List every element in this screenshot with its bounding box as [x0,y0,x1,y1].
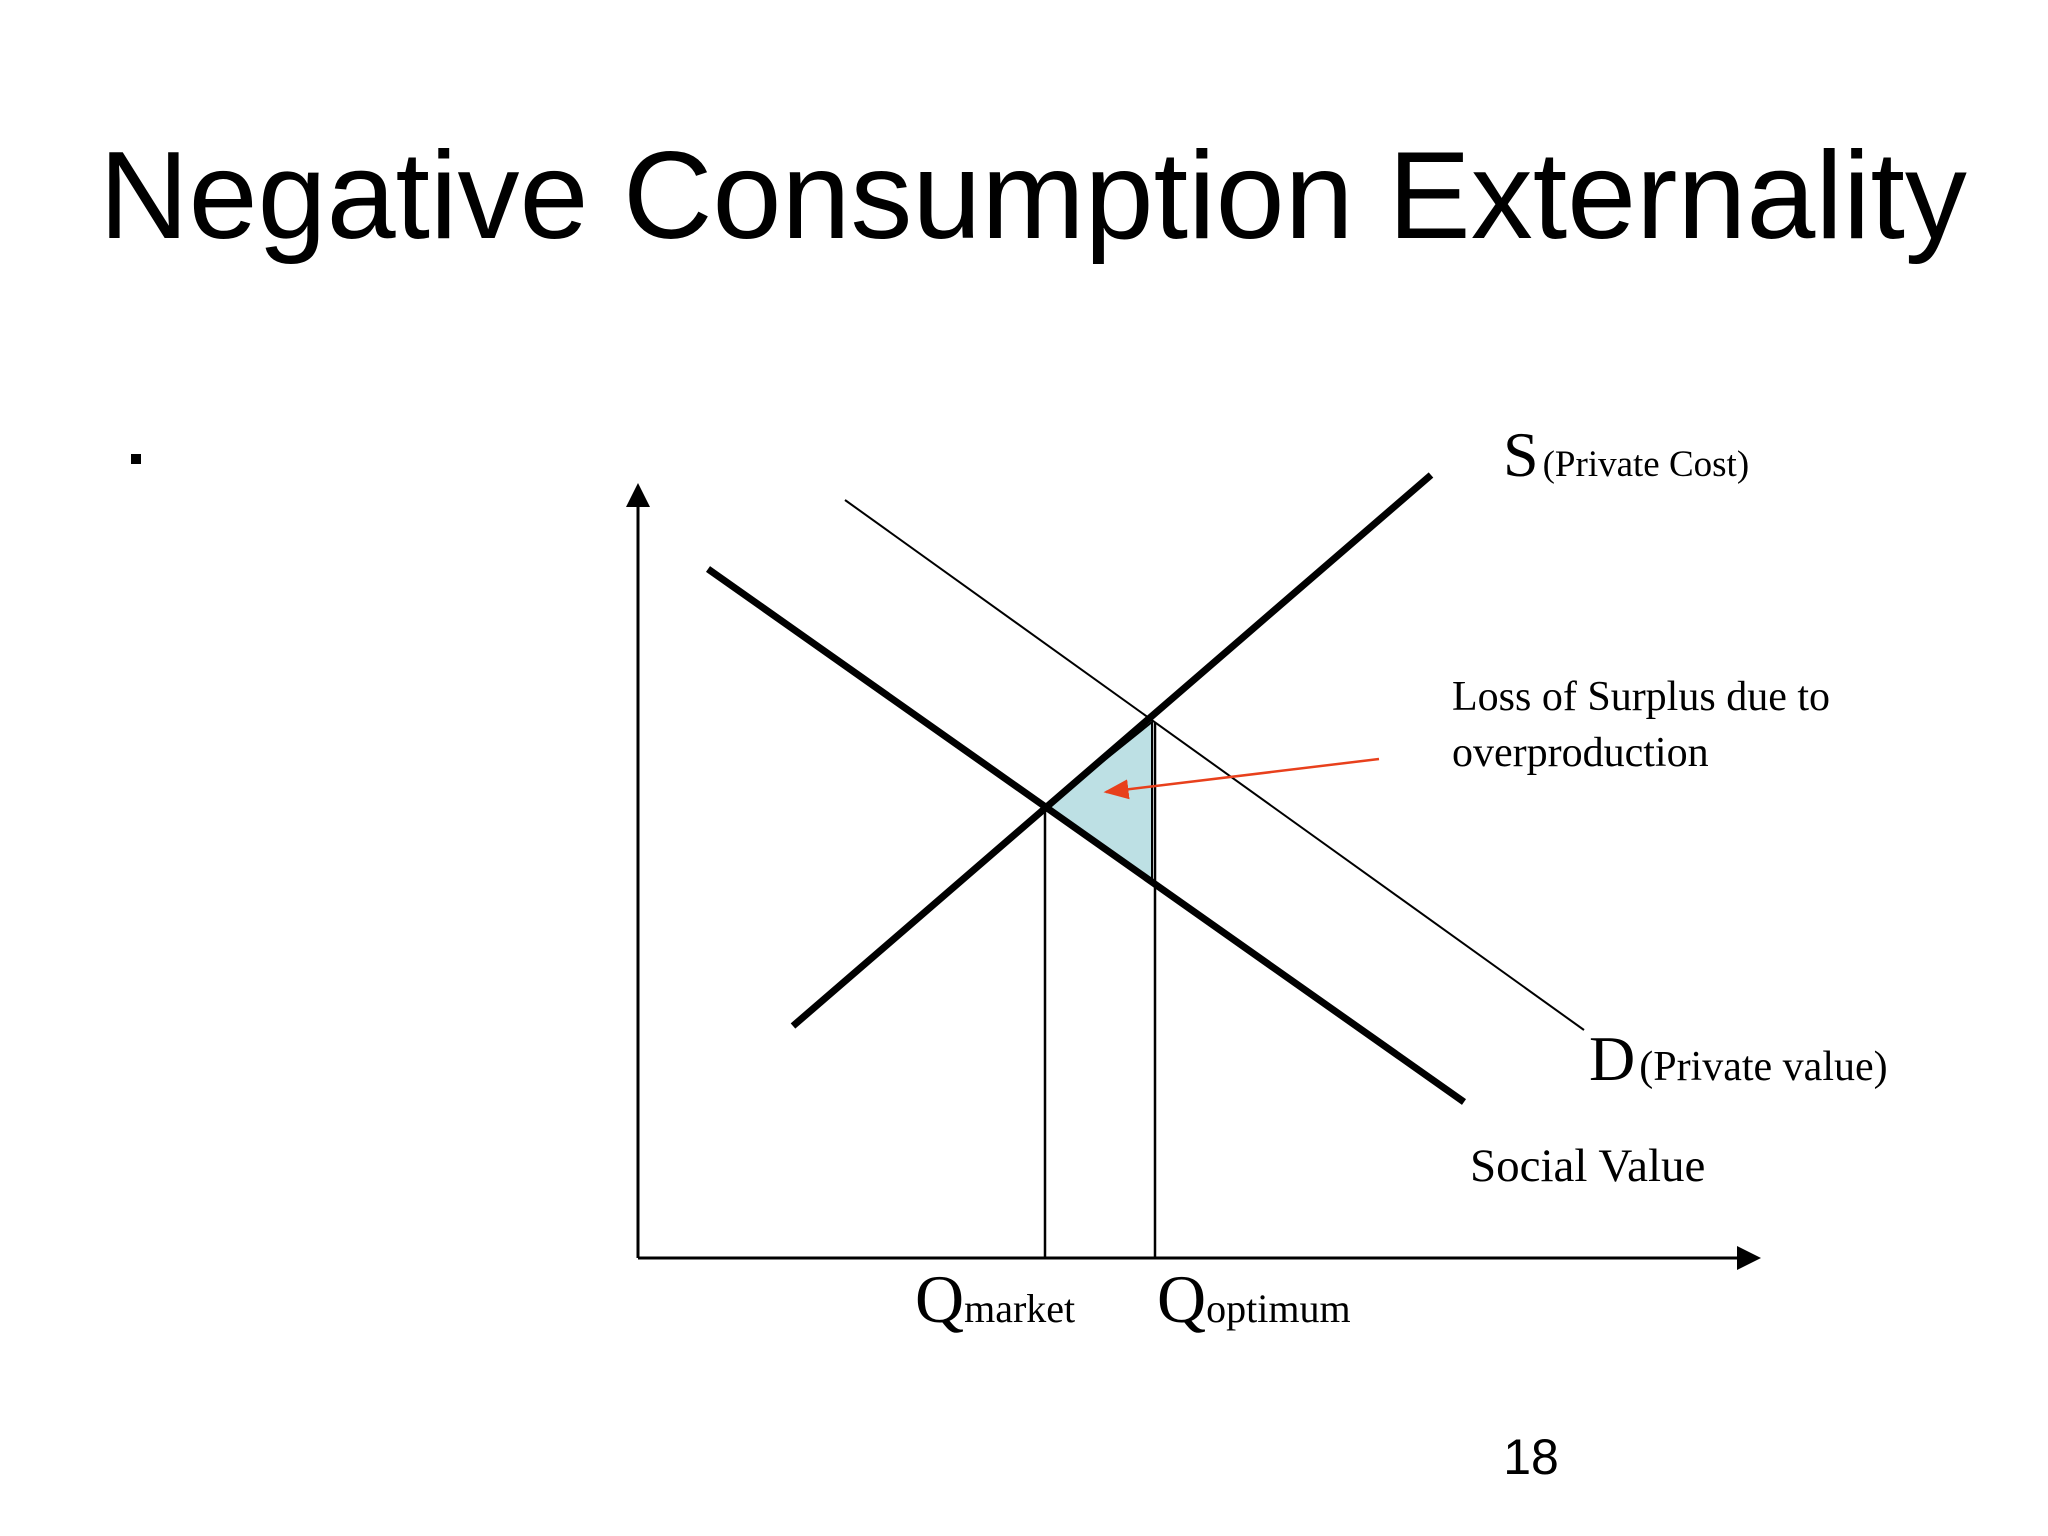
q-letter: Q [1157,1261,1206,1337]
supply-note: (Private Cost) [1543,444,1750,485]
bullet [131,454,141,464]
annotation-line: overproduction [1452,730,1709,776]
q-subscript: optimum [1206,1286,1350,1331]
q-optimum-label: Qoptimum [1157,1261,1351,1337]
annotation-arrow [1103,757,1380,800]
demand-letter: D [1589,1023,1635,1094]
private-demand-curve [844,499,1585,1031]
annotation-line: Loss of Surplus due to [1452,674,1830,720]
supply-curve [790,472,1434,1029]
q-letter: Q [915,1261,964,1337]
social-value-label: Social Value [1470,1140,1705,1192]
demand-label: D (Private value) [1589,1023,1888,1094]
page-number: 18 [1503,1429,1559,1485]
title: Negative Consumption Externality [99,127,1967,265]
q-subscript: market [964,1286,1075,1331]
supply-letter: S [1503,419,1539,490]
social-value-curve [705,566,1467,1105]
demand-note: (Private value) [1639,1044,1887,1090]
supply-label: S (Private Cost) [1503,419,1749,490]
q-market-label: Qmarket [915,1261,1075,1337]
